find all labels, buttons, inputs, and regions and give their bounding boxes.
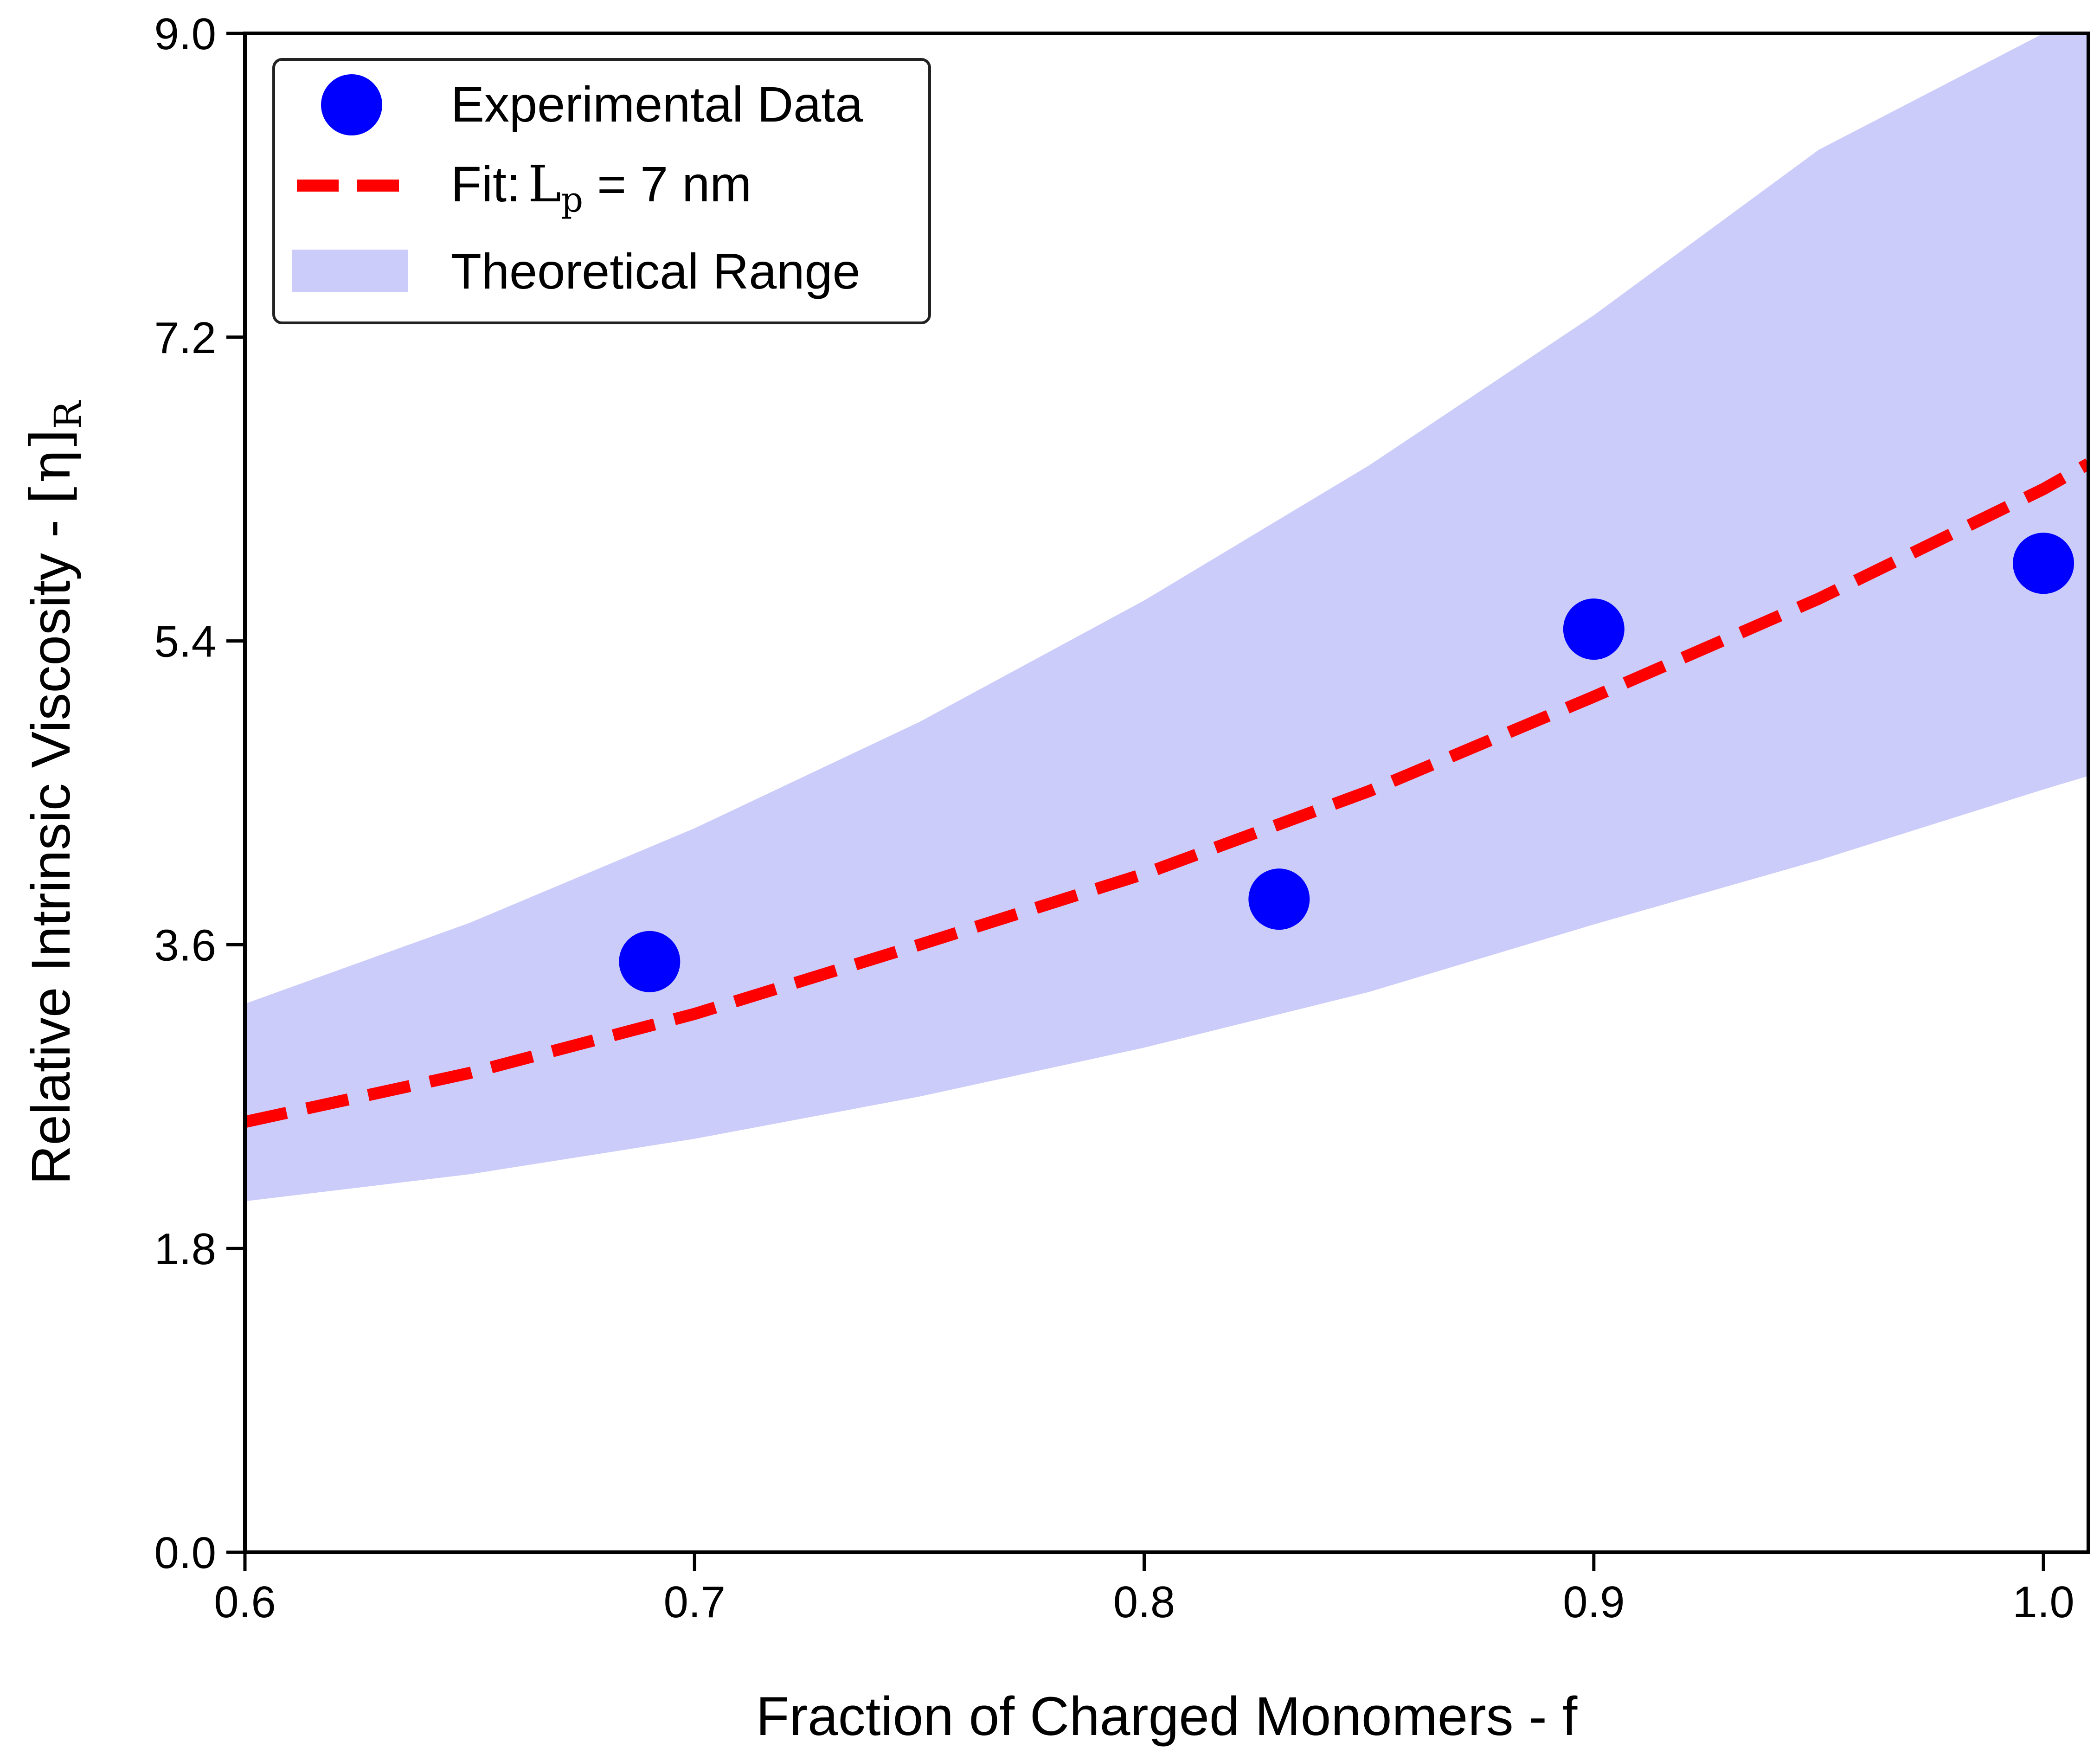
x-tick-label: 0.6 (214, 1577, 276, 1627)
y-tick-label: 1.8 (154, 1224, 216, 1274)
x-tick-label: 0.8 (1113, 1577, 1175, 1627)
y-tick-label: 9.0 (154, 9, 216, 59)
experimental-point (619, 931, 681, 992)
legend-label-fit-prefix: Fit: (451, 156, 520, 212)
legend: Experimental Data Fit: Lp = 7 nm Theoreti… (272, 58, 931, 324)
axes-frame (243, 32, 2090, 1554)
legend-label-range: Theoretical Range (451, 243, 861, 299)
legend-marker-range (292, 250, 408, 292)
y-axis-title-subscript: R (46, 399, 90, 429)
theoretical-range-band (245, 33, 2088, 1202)
y-axis-title: Relative Intrinsic Viscosity - [η]R (19, 399, 90, 1184)
fit-line (245, 458, 2088, 1128)
legend-label-experimental: Experimental Data (451, 76, 863, 132)
y-tick-label: 0.0 (154, 1528, 216, 1578)
y-tick-label: 7.2 (154, 313, 216, 363)
experimental-point (1563, 598, 1625, 660)
x-axis: 0.6 0.7 0.8 0.9 1.0 (214, 1552, 2074, 1627)
x-axis-title: Fraction of Charged Monomers - f (756, 1686, 1578, 1747)
y-axis-title-symbol: [η] (19, 429, 83, 504)
y-axis: 0.0 1.8 3.6 5.4 7.2 9.0 (154, 9, 245, 1578)
y-tick-label: 3.6 (154, 920, 216, 970)
plot-area (245, 33, 2088, 1202)
y-axis-title-main: Relative Intrinsic Viscosity - (20, 504, 82, 1185)
legend-box (272, 58, 931, 324)
legend-label-fit-subscript: p (561, 180, 583, 220)
legend-label-fit-symbol: L (528, 155, 561, 213)
experimental-point (2013, 533, 2074, 594)
x-tick-label: 0.7 (664, 1577, 726, 1627)
y-tick-label: 5.4 (154, 617, 216, 667)
x-tick-label: 0.9 (1563, 1577, 1625, 1627)
legend-label-fit: Fit: Lp = 7 nm (451, 155, 751, 220)
experimental-point (1248, 868, 1310, 930)
legend-marker-experimental (321, 74, 382, 135)
x-tick-label: 1.0 (2012, 1577, 2074, 1627)
legend-label-fit-suffix: = 7 nm (583, 156, 751, 212)
